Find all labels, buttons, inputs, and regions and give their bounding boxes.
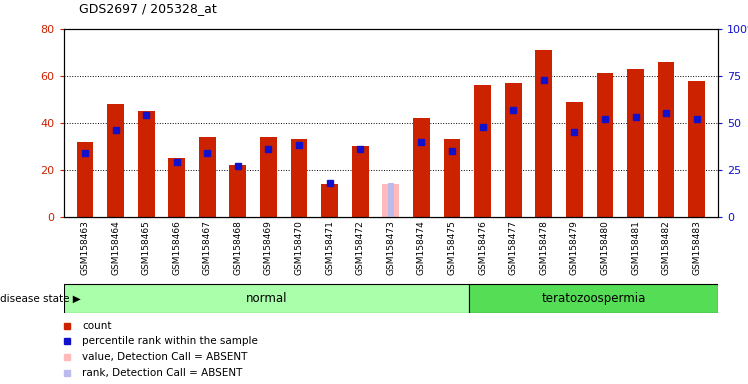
Bar [168, 158, 186, 217]
Text: rank, Detection Call = ABSENT: rank, Detection Call = ABSENT [82, 368, 242, 378]
Bar [688, 81, 705, 217]
Bar [382, 184, 399, 217]
Text: GSM158480: GSM158480 [601, 220, 610, 275]
Bar [657, 62, 675, 217]
Bar [627, 69, 644, 217]
Text: GSM158478: GSM158478 [539, 220, 548, 275]
Text: GSM158471: GSM158471 [325, 220, 334, 275]
Text: GSM158475: GSM158475 [447, 220, 456, 275]
Text: GDS2697 / 205328_at: GDS2697 / 205328_at [79, 2, 216, 15]
Bar [199, 137, 215, 217]
Bar [596, 73, 613, 217]
Text: count: count [82, 321, 111, 331]
Text: GSM158466: GSM158466 [172, 220, 181, 275]
Text: disease state ▶: disease state ▶ [0, 293, 81, 304]
Text: GSM158483: GSM158483 [692, 220, 701, 275]
Text: GSM158472: GSM158472 [356, 220, 365, 275]
Text: GSM158481: GSM158481 [631, 220, 640, 275]
Text: GSM158479: GSM158479 [570, 220, 579, 275]
Text: GSM158477: GSM158477 [509, 220, 518, 275]
Text: GSM158470: GSM158470 [295, 220, 304, 275]
Text: percentile rank within the sample: percentile rank within the sample [82, 336, 258, 346]
Text: GSM158473: GSM158473 [386, 220, 396, 275]
Bar [321, 184, 338, 217]
Text: GSM158482: GSM158482 [661, 220, 671, 275]
Text: GSM158464: GSM158464 [111, 220, 120, 275]
Bar [76, 142, 94, 217]
Bar [260, 137, 277, 217]
Bar [469, 284, 718, 313]
Text: GSM158463: GSM158463 [81, 220, 90, 275]
Bar [566, 102, 583, 217]
Bar [64, 284, 469, 313]
Bar [138, 111, 155, 217]
Bar [413, 118, 430, 217]
Bar [352, 146, 369, 217]
Text: GSM158467: GSM158467 [203, 220, 212, 275]
Text: GSM158469: GSM158469 [264, 220, 273, 275]
Text: GSM158474: GSM158474 [417, 220, 426, 275]
Bar [444, 139, 461, 217]
Text: GSM158468: GSM158468 [233, 220, 242, 275]
Text: GSM158476: GSM158476 [478, 220, 487, 275]
Bar [291, 139, 307, 217]
Text: value, Detection Call = ABSENT: value, Detection Call = ABSENT [82, 352, 248, 362]
Bar [107, 104, 124, 217]
Text: teratozoospermia: teratozoospermia [542, 292, 646, 305]
Bar [388, 183, 393, 217]
Text: normal: normal [245, 292, 287, 305]
Bar [230, 165, 246, 217]
Bar [474, 85, 491, 217]
Bar [505, 83, 521, 217]
Text: GSM158465: GSM158465 [141, 220, 150, 275]
Bar [536, 50, 552, 217]
